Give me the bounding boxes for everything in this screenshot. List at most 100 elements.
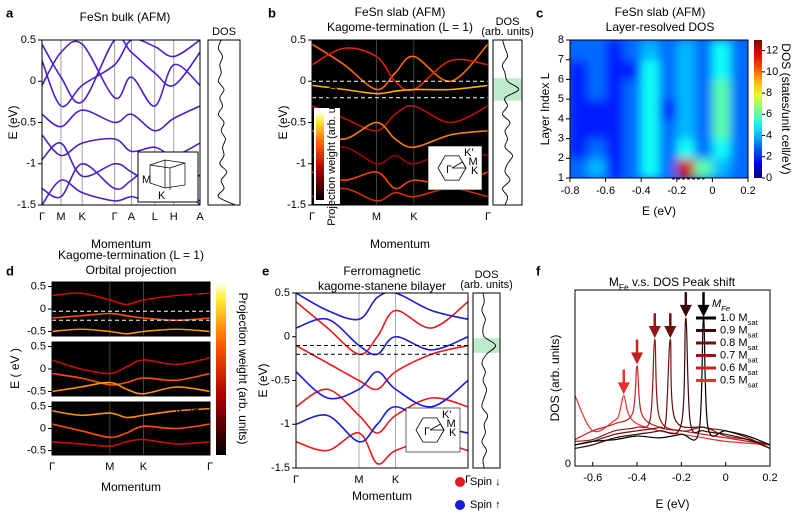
- band: [312, 47, 488, 92]
- heatmap: [570, 40, 748, 178]
- heatmap-cell: [712, 40, 731, 61]
- orbital-label-part: xz: [180, 412, 189, 421]
- plot-frame: [51, 281, 211, 337]
- plot-frame: [311, 39, 489, 206]
- plot-area: [42, 40, 200, 205]
- dos-curve: [502, 39, 520, 206]
- orbital-label-part: d: [164, 346, 171, 358]
- colorbar-tick-label: 2: [766, 151, 772, 163]
- x-axis-title: Momentum: [370, 237, 430, 251]
- x-tick-label: M: [56, 211, 65, 223]
- legend-label-part: 0.5 M: [720, 374, 748, 386]
- heatmap-cell: [587, 158, 607, 178]
- y-tick-label: -0.5: [17, 116, 36, 128]
- legend-label: Spin ↑: [470, 499, 501, 511]
- colorbar-tick-label: 4: [766, 129, 772, 141]
- band: [312, 43, 488, 91]
- brillouin-zone: [437, 155, 467, 181]
- y-tick-label: -1.5: [17, 199, 36, 211]
- heatmap-cell: [659, 59, 678, 80]
- heatmap-cell: [712, 118, 731, 140]
- y-tick-label: 5: [558, 93, 564, 105]
- chart-title: MFe v.s. DOS Peak shift: [609, 275, 736, 292]
- legend-label-part: sat: [748, 343, 759, 352]
- band: [52, 407, 210, 419]
- x-tick-label: A: [128, 211, 136, 223]
- heatmap-cell: [730, 138, 748, 159]
- legend-label-part: sat: [748, 368, 759, 377]
- heatmap-cell: [659, 118, 678, 140]
- plot-frame: [51, 401, 211, 456]
- heatmap-cell: [570, 99, 589, 120]
- x-tick-label: Γ: [485, 211, 491, 223]
- y-tick-label: 0: [284, 331, 290, 343]
- chart-title: Kagome-termination (L = 1): [327, 20, 473, 34]
- heatmap-cell: [605, 59, 624, 80]
- band: [296, 293, 468, 321]
- legend-label: 0.6 Msat: [720, 362, 759, 377]
- plot-area: [570, 40, 748, 178]
- brillouin-zone: [415, 417, 445, 443]
- x-tick-label: Γ: [49, 461, 55, 473]
- peak-arrow: [664, 313, 677, 339]
- y-tick-label: -1.5: [271, 462, 290, 474]
- heatmap-cell: [623, 158, 642, 178]
- heatmap-cell: [587, 138, 607, 159]
- heatmap-cell: [587, 99, 607, 120]
- chart-title: kagome-stanene bilayer: [318, 279, 446, 293]
- heatmap-cell: [570, 138, 589, 159]
- y-tick-label: 0.5: [275, 287, 290, 299]
- heatmap-cell: [676, 138, 696, 159]
- x-tick-label: Γ: [207, 461, 213, 473]
- heatmap-cell: [730, 158, 748, 178]
- heatmap-cell: [570, 59, 589, 80]
- x-axis-title: E (eV): [642, 204, 676, 218]
- y-tick-label: 0: [30, 75, 36, 87]
- dos-curve: [217, 39, 236, 206]
- x-tick-label: Γ: [112, 211, 118, 223]
- heatmap-cell: [605, 79, 624, 100]
- x-tick-label: -0.8: [561, 185, 580, 197]
- band: [312, 121, 488, 149]
- orbital-label-part: /d: [177, 346, 188, 358]
- inset-label: K: [471, 165, 479, 177]
- x-tick-label: -0.2: [672, 472, 691, 484]
- y-tick-label: -0.5: [27, 385, 46, 397]
- peak-arrow: [679, 292, 692, 317]
- heatmap-cell: [623, 79, 642, 100]
- legend-label: 1.0 Msat: [720, 312, 759, 327]
- band: [296, 301, 468, 356]
- heatmap-cell: [641, 79, 660, 100]
- colorbar-tick-label: 0: [766, 172, 772, 184]
- plot-frame: [569, 39, 749, 179]
- heatmap-cell: [570, 158, 589, 178]
- band: [52, 372, 210, 386]
- band: [52, 381, 210, 395]
- band: [52, 292, 210, 306]
- y-axis-title: E (eV): [6, 105, 20, 139]
- panel-letter: d: [6, 263, 14, 278]
- chart-title-part: M: [609, 275, 619, 289]
- heatmap-cell: [587, 59, 607, 80]
- plot-background: [52, 282, 210, 336]
- heatmap-cell: [587, 79, 607, 100]
- legend-label-part: sat: [748, 318, 759, 327]
- x-axis-title: E (eV): [655, 497, 689, 511]
- y-tick-label: 0: [300, 75, 306, 87]
- inset-label: K': [442, 409, 451, 421]
- heatmap-cell: [570, 79, 589, 100]
- x-tick-label: Γ: [293, 474, 299, 486]
- heatmap-cell: [641, 99, 660, 120]
- plot-area: [52, 342, 210, 396]
- dos-frame: [492, 39, 523, 206]
- x-tick-label: A: [196, 211, 204, 223]
- y-tick-label: 0: [40, 303, 46, 315]
- y-tick-label: 3: [558, 132, 564, 144]
- k-path: [451, 161, 467, 169]
- heatmap-cell: [730, 99, 748, 120]
- heatmap-cell: [730, 59, 748, 80]
- plot-area: [52, 282, 210, 336]
- heatmap-cell: [676, 99, 696, 120]
- heatmap-cell: [641, 118, 660, 140]
